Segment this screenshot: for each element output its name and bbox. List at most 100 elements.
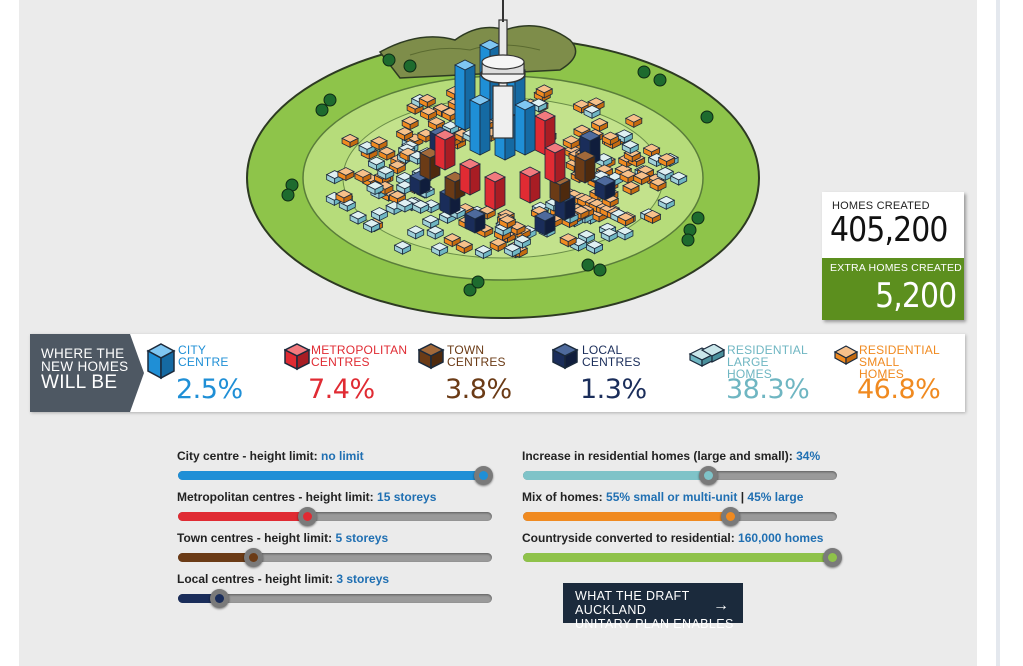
where-tag: WHERE THE NEW HOMES WILL BE (30, 334, 130, 412)
tower-shape (474, 213, 486, 234)
house-shape (384, 184, 394, 196)
house-shape (430, 218, 440, 229)
house-shape (439, 246, 449, 257)
tree-shape (681, 233, 695, 247)
tree-shape (471, 275, 485, 289)
extra-homes-panel: EXTRA HOMES CREATED 5,200 (822, 258, 964, 320)
tree-shape (637, 65, 651, 79)
tower-shape (559, 179, 571, 204)
tree-shape (691, 211, 705, 225)
local-centres-height-slider[interactable] (178, 589, 492, 608)
tree-shape (403, 59, 417, 73)
tower-shape (479, 99, 491, 156)
house-shape (434, 229, 444, 240)
house-shape (345, 170, 355, 182)
homes-created-value: 405,200 (830, 210, 948, 250)
house-shape (652, 213, 661, 225)
tower-shape (529, 171, 541, 204)
tree-shape (581, 258, 595, 272)
legend-percent: 1.3% (580, 374, 647, 405)
sky-tower-icon (480, 0, 526, 139)
house-shape (629, 143, 639, 155)
draft-unitary-plan-button[interactable]: WHAT THE DRAFT AUCKLAND UNITARY PLAN ENAB… (563, 583, 743, 631)
house-shape (609, 135, 619, 146)
tower-shape (419, 152, 431, 181)
house-shape (578, 241, 587, 252)
house-shape (630, 184, 640, 196)
red-cube-icon (284, 343, 311, 371)
slider-handle[interactable] (209, 589, 229, 608)
small-homes-icon (833, 345, 859, 366)
house-shape (371, 222, 380, 234)
house-shape (538, 102, 548, 113)
where-tag-line1: WHERE THE (41, 346, 125, 361)
slider-handle[interactable] (699, 466, 719, 485)
house-shape (636, 157, 646, 168)
house-shape (404, 130, 414, 142)
tree-shape (315, 103, 329, 117)
tower-shape (459, 163, 471, 196)
large-homes-icon (688, 344, 726, 367)
arrow-right-icon: → (713, 597, 730, 614)
countryside-converted-label: Countryside converted to residential: 16… (522, 531, 824, 545)
house-shape (623, 133, 633, 144)
legend-label: RESIDENTIAL LARGE HOMES (727, 343, 808, 381)
house-shape (657, 181, 667, 192)
house-shape (599, 121, 609, 132)
slider-handle[interactable] (474, 466, 493, 485)
tower-shape (484, 176, 496, 211)
tower-shape (524, 104, 536, 156)
house-shape (463, 243, 473, 255)
countryside-converted-slider[interactable] (523, 548, 842, 567)
town-centres-height-slider[interactable] (178, 548, 492, 567)
legend-percent: 3.8% (445, 374, 512, 405)
slider-handle[interactable] (721, 507, 741, 526)
mix-of-homes-label: Mix of homes: 55% small or multi-unit | … (522, 490, 804, 504)
house-shape (376, 160, 385, 171)
city-illustration (246, 0, 760, 319)
house-shape (522, 238, 531, 249)
brown-cube-icon (418, 343, 445, 370)
metropolitan-height-slider[interactable] (178, 507, 492, 526)
mix-of-homes-slider[interactable] (523, 507, 837, 526)
house-shape (362, 172, 372, 184)
legend-percent: 38.3% (726, 374, 810, 405)
slider-handle[interactable] (297, 507, 317, 526)
house-shape (482, 248, 492, 260)
page-edge-rule (996, 0, 1000, 666)
local-centres-height-label: Local centres - height limit: 3 storeys (177, 572, 390, 586)
house-shape (486, 209, 496, 220)
residential-increase-slider[interactable] (523, 466, 837, 485)
legend-label: TOWN CENTRES (447, 343, 506, 369)
house-shape (608, 231, 618, 243)
tower-shape (544, 215, 556, 236)
house-shape (633, 117, 643, 128)
town-centres-height-label: Town centres - height limit: 5 storeys (177, 531, 389, 545)
tree-shape (281, 188, 295, 202)
house-shape (385, 169, 395, 181)
city-centre-height-label: City centre - height limit: no limit (177, 449, 364, 463)
tower-shape (604, 180, 616, 201)
extra-homes-label: EXTRA HOMES CREATED (830, 262, 962, 274)
tree-shape (382, 53, 396, 67)
legend-percent: 2.5% (176, 374, 243, 405)
house-shape (374, 184, 384, 196)
tower-shape (454, 64, 466, 131)
legend-label: RESIDENTIAL SMALL HOMES (859, 343, 940, 381)
tower-shape (434, 134, 446, 171)
tower-shape (494, 176, 506, 211)
house-shape (594, 244, 603, 255)
slider-handle[interactable] (244, 548, 264, 567)
legend-percent: 7.4% (308, 374, 375, 405)
house-shape (396, 164, 406, 175)
house-shape (343, 193, 353, 204)
house-shape (357, 214, 367, 225)
legend-percent: 46.8% (857, 374, 941, 405)
where-tag-line3: WILL BE (41, 372, 118, 393)
slider-handle[interactable] (823, 548, 842, 567)
city-centre-height-slider[interactable] (178, 466, 493, 485)
where-tag-arrow (130, 334, 144, 412)
house-shape (569, 213, 579, 224)
house-shape (484, 227, 494, 238)
tower-shape (544, 147, 556, 184)
